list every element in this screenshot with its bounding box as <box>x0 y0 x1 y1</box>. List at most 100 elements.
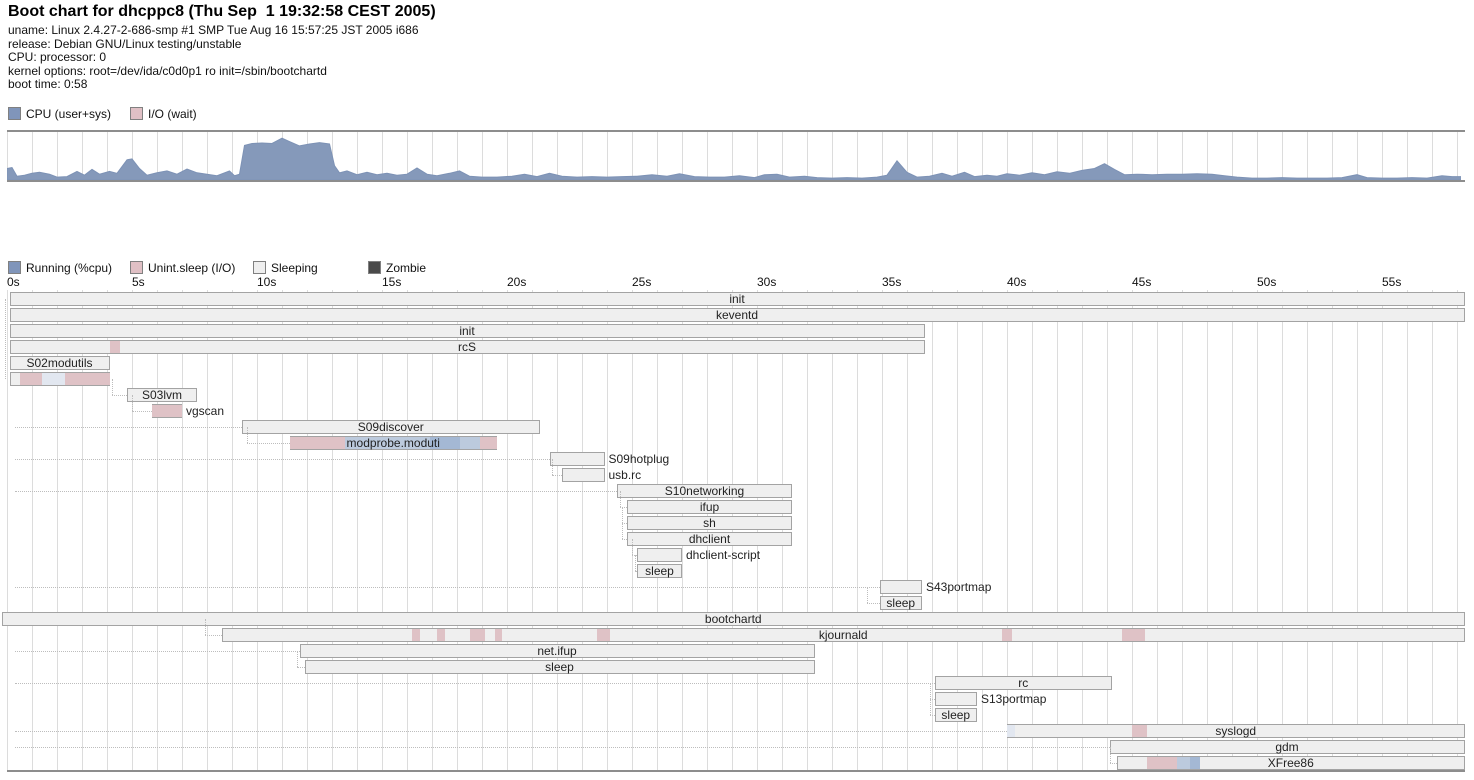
dependency-connector <box>297 651 298 667</box>
state-segment-io <box>597 629 610 641</box>
state-segment-io <box>494 629 502 641</box>
cpu-legend-item: CPU (user+sys) <box>8 107 111 120</box>
dependency-connector <box>204 635 222 636</box>
process-label: sleep <box>645 564 674 578</box>
cpu-line: CPU: processor: 0 <box>8 50 107 65</box>
process-label: dhclient <box>688 532 731 546</box>
proc-legend-item: Zombie <box>368 261 426 274</box>
state-segment-cpu_l <box>459 437 480 449</box>
state-segment-cpu_l <box>344 437 430 449</box>
dependency-connector <box>634 571 637 572</box>
process-label: rc <box>1018 676 1029 690</box>
process-label: vgscan <box>186 404 225 418</box>
dependency-connector <box>204 619 206 635</box>
process-gantt-chart: init keventd init rcS S02modutils S03lvm vgsca… <box>0 290 1474 772</box>
process-label: XFree86 <box>1267 756 1314 770</box>
cpu-legend-swatch <box>8 107 21 120</box>
proc-legend-item: Sleeping <box>253 261 318 274</box>
process-bar-kjournald: kjournald <box>222 628 1465 642</box>
process-bar-rc: rc <box>934 676 1112 690</box>
process-bar-init: init <box>9 324 925 338</box>
dependency-connector <box>112 395 127 396</box>
dependency-connector <box>867 603 880 604</box>
dependency-connector <box>632 539 633 555</box>
process-label: init <box>729 292 745 306</box>
process-bar-net.ifup: net.ifup <box>299 644 815 658</box>
time-tick-label: 0s <box>7 275 20 289</box>
process-label: S10networking <box>664 484 745 498</box>
dependency-connector <box>1109 763 1117 764</box>
proc-legend-label: Zombie <box>386 261 427 275</box>
dependency-connector <box>132 395 133 411</box>
dependency-trunk <box>5 299 6 379</box>
process-bar-dhclient: dhclient <box>627 532 792 546</box>
dependency-connector <box>1109 747 1111 763</box>
process-label: S03lvm <box>141 388 182 402</box>
dependency-connector <box>14 747 1110 748</box>
process-label: S02modutils <box>26 356 93 370</box>
time-tick-label: 25s <box>632 275 652 289</box>
time-tick-label: 40s <box>1007 275 1027 289</box>
dependency-connector <box>552 475 562 476</box>
process-label: S13portmap <box>981 692 1047 706</box>
process-label: bootchartd <box>704 612 762 626</box>
dependency-connector <box>619 491 621 507</box>
process-bar-dhclient-script: dhclient-script <box>637 548 760 562</box>
process-bar-S09discover: S09discover <box>242 420 540 434</box>
proc-legend-item: Running (%cpu) <box>8 261 112 274</box>
process-bar-keventd: keventd <box>9 308 1465 322</box>
process-label: dhclient-script <box>686 548 761 562</box>
process-bar-S09hotplug: S09hotplug <box>549 452 669 466</box>
dependency-connector <box>929 683 931 699</box>
process-label: usb.rc <box>608 468 642 482</box>
process-label: sleep <box>886 596 916 610</box>
process-label: sleep <box>941 708 971 722</box>
state-segment-io <box>152 405 182 417</box>
process-label: sleep <box>545 660 574 674</box>
gridlines <box>7 290 1465 772</box>
dependency-connector <box>622 523 623 539</box>
process-label: S09discover <box>357 420 424 434</box>
uname-line: uname: Linux 2.4.27-2-686-smp #1 SMP Tue… <box>8 23 419 37</box>
process-bar-sh: sh <box>627 516 792 530</box>
process-label: keventd <box>715 308 759 322</box>
proc-legend-label: Unint.sleep (I/O) <box>148 261 236 275</box>
time-tick-label: 35s <box>882 275 902 289</box>
dependency-connector <box>929 715 935 716</box>
process-bar-init: init <box>9 292 1465 306</box>
cpu-legend-swatch <box>130 107 143 120</box>
process-bar-syslogd: syslogd <box>1007 724 1465 738</box>
dependency-connector <box>14 427 242 428</box>
state-segment-io <box>289 437 345 449</box>
system-info: uname: Linux 2.4.27-2-686-smp #1 SMP Tue… <box>8 23 419 92</box>
dependency-connector <box>622 539 627 540</box>
dependency-connector <box>247 443 290 444</box>
dependency-connector <box>14 731 1007 732</box>
process-bar-ifup: ifup <box>627 500 792 514</box>
process-bar-XFree86: XFree86 <box>1117 756 1465 770</box>
process-label: modprobe.moduti <box>346 436 440 450</box>
dependency-connector <box>297 667 305 668</box>
page-title: Boot chart for dhcppc8 (Thu Sep 1 19:32:… <box>8 3 436 20</box>
time-tick-label: 10s <box>257 275 277 289</box>
kernel-options-line: kernel options: root=/dev/ida/c0d0p1 ro … <box>8 63 327 78</box>
process-bar-S13portmap: S13portmap <box>934 692 1046 706</box>
cpu-legend-item: I/O (wait) <box>130 107 197 120</box>
process-label: S43portmap <box>926 580 992 594</box>
process-label: gdm <box>1275 740 1299 754</box>
dependency-connector <box>929 699 935 700</box>
proc-legend-swatch <box>8 261 21 274</box>
state-segment-io <box>1147 757 1177 769</box>
state-segment-io <box>479 437 497 449</box>
proc-legend-swatch <box>368 261 381 274</box>
state-segment-cpu_f <box>1007 725 1015 737</box>
dependency-connector <box>132 411 152 412</box>
process-bar-sleep: sleep <box>637 564 682 578</box>
proc-legend-label: Running (%cpu) <box>26 261 113 275</box>
process-label: init <box>459 324 475 338</box>
process-label: rcS <box>458 340 476 354</box>
state-segment-io <box>109 341 120 353</box>
process-label: kjournald <box>818 628 868 642</box>
state-segment-cpu_m <box>1189 757 1200 769</box>
dependency-connector <box>929 699 931 715</box>
